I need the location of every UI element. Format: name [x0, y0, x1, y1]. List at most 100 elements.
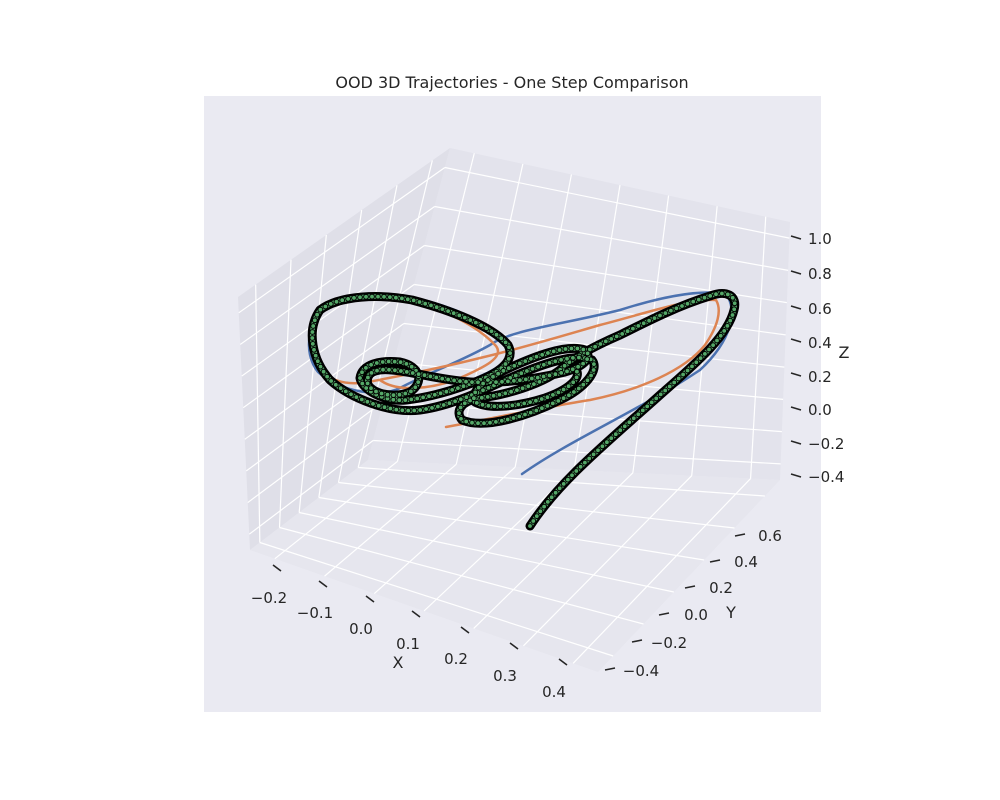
tick-mark: [631, 639, 643, 643]
green-marker-point: [574, 368, 580, 375]
green-marker-point: [555, 398, 562, 404]
green-marker-point: [490, 373, 496, 380]
green-marker-point: [540, 373, 547, 380]
green-marker-point: [533, 397, 539, 404]
green-marker-point: [426, 393, 432, 400]
green-marker-point: [322, 303, 329, 310]
green-marker-point: [630, 415, 637, 422]
green-marker-point: [314, 358, 321, 365]
grid-line: [338, 481, 735, 529]
green-marker-point: [411, 407, 418, 414]
green-marker-point: [549, 400, 556, 407]
green-marker-point: [721, 328, 728, 334]
green-marker-point: [597, 341, 604, 347]
green-marker-point: [731, 300, 738, 307]
green-marker-point: [576, 354, 582, 361]
green-marker-point: [640, 320, 647, 327]
green-marker-point: [485, 402, 492, 409]
green-marker-point: [493, 419, 499, 425]
tick-mark: [272, 564, 282, 572]
green-marker-point: [509, 402, 516, 409]
green-marker-point: [684, 367, 691, 374]
green-marker-point: [403, 361, 410, 367]
green-marker-point: [404, 296, 411, 303]
green-marker-point: [439, 306, 446, 313]
green-marker-point: [484, 394, 491, 400]
green-marker-point: [381, 404, 388, 411]
green-marker-point: [588, 372, 594, 379]
green-marker-point: [456, 312, 463, 319]
green-marker-point: [575, 363, 581, 370]
green-marker-point: [498, 335, 505, 342]
green-marker-point: [515, 401, 522, 408]
green-marker-point: [412, 384, 419, 391]
green-marker-point: [502, 390, 509, 397]
green-marker-point: [497, 403, 504, 410]
green-marker-point: [668, 307, 674, 314]
green-marker-point: [519, 385, 526, 392]
green-marker-point: [662, 387, 669, 394]
green-marker-point: [671, 379, 678, 386]
green-marker-point: [619, 331, 626, 337]
green-marker-point: [550, 392, 556, 398]
green-marker-point: [613, 333, 620, 340]
green-marker-point: [561, 362, 568, 369]
green-marker-point: [505, 356, 512, 362]
green-marker-point: [487, 419, 493, 426]
green-marker-point: [552, 371, 559, 378]
x-tick-label: 0.2: [444, 650, 468, 668]
green-marker-point: [443, 388, 450, 395]
grid-line: [259, 541, 614, 657]
green-marker-point: [463, 394, 470, 401]
green-marker-point: [684, 300, 691, 307]
y-axis-label: Y: [725, 603, 736, 622]
green-marker-point: [403, 369, 410, 375]
green-marker-point: [387, 294, 393, 301]
grid-line: [255, 284, 261, 543]
green-marker-point: [639, 407, 646, 414]
green-marker-point: [475, 379, 481, 386]
green-marker-point: [314, 311, 321, 318]
green-marker-point: [420, 394, 427, 401]
green-marker-point: [608, 336, 615, 342]
tick-mark: [411, 610, 421, 618]
green-marker-point: [604, 439, 610, 446]
green-marker-point: [533, 513, 540, 519]
green-marker-point: [525, 383, 532, 390]
green-marker-point: [375, 402, 382, 409]
grid-line: [691, 206, 718, 476]
grid-line: [318, 209, 363, 498]
green-marker-point: [391, 358, 398, 365]
x-axis-label: X: [393, 653, 404, 672]
green-marker-point: [689, 363, 695, 370]
green-marker-point: [408, 363, 415, 370]
tick-mark: [558, 658, 568, 666]
green-marker-point: [651, 315, 658, 322]
green-marker-point: [345, 296, 352, 302]
green-marker-point: [370, 401, 376, 407]
green-marker-point: [309, 329, 316, 335]
green-marker-point: [584, 356, 590, 363]
green-marker-point: [385, 358, 392, 365]
green-marker-point: [473, 400, 480, 406]
green-marker-point: [353, 394, 360, 401]
green-marker-point: [582, 459, 588, 466]
green-marker-point: [416, 299, 423, 305]
green-marker-point: [368, 361, 375, 368]
green-marker-point: [463, 418, 470, 425]
z-tick-label: 0.0: [808, 401, 832, 419]
grid-line: [337, 185, 398, 483]
green-marker-point: [328, 378, 335, 384]
green-marker-point: [457, 378, 463, 385]
grid-line: [241, 245, 425, 377]
green-marker-point: [414, 395, 421, 402]
y-tick-label: −0.2: [651, 634, 687, 652]
series-green-markers: [309, 290, 738, 529]
green-marker-point: [428, 302, 434, 309]
tick-mark: [790, 372, 802, 377]
green-marker-point: [516, 413, 523, 420]
green-marker-point: [510, 415, 517, 421]
green-marker-point: [541, 503, 547, 510]
grid-line: [244, 323, 405, 440]
grid-line: [239, 206, 435, 345]
